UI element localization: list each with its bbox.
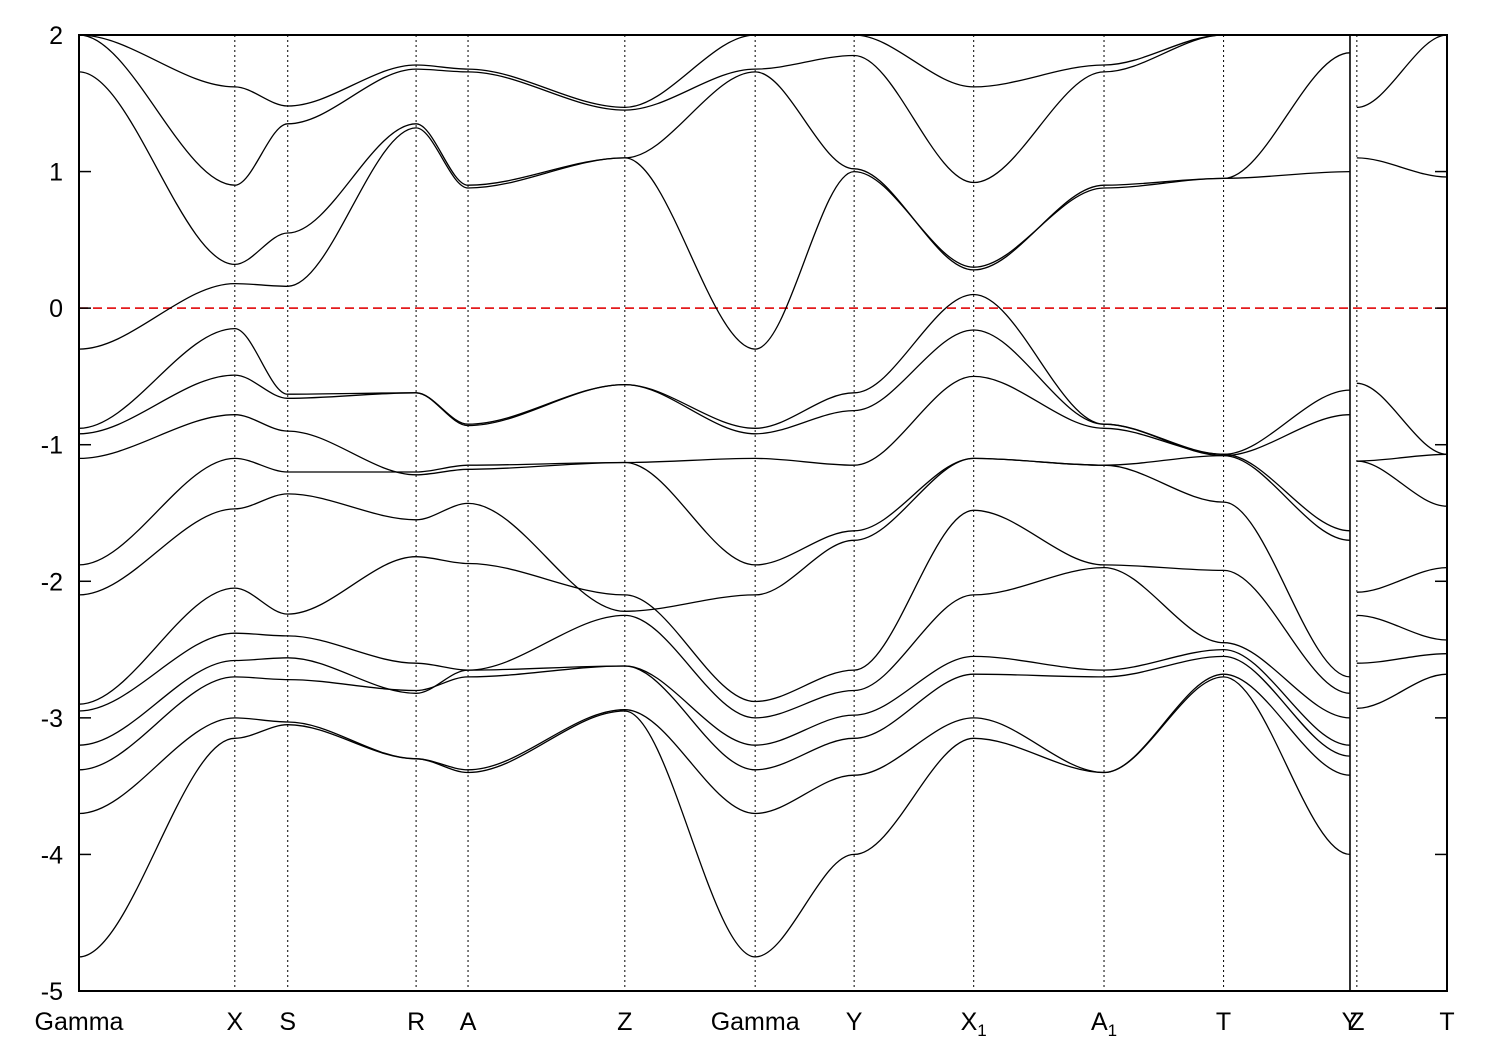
x-tick-label-5: Z bbox=[617, 1008, 632, 1036]
band-0-14 bbox=[79, 35, 1350, 109]
y-tick-label-6: 1 bbox=[49, 159, 63, 187]
band-1-5 bbox=[1356, 453, 1447, 462]
band-1-1 bbox=[1356, 653, 1447, 664]
y-tick-label-2: -3 bbox=[41, 705, 63, 733]
band-1-4 bbox=[1356, 460, 1447, 507]
x-tick-label-10: T bbox=[1216, 1008, 1231, 1036]
y-tick-label-1: -4 bbox=[41, 841, 63, 869]
band-0-13 bbox=[79, 35, 1350, 186]
x-tick-label-0: Gamma bbox=[35, 1008, 124, 1036]
x-axis-ticks: Gamma X S R A Z Gamma Y X1 A1 T YZ T bbox=[35, 1008, 1455, 1040]
band-0-3 bbox=[79, 648, 1351, 746]
x-tick-label-2: S bbox=[279, 1008, 296, 1036]
band-1-8 bbox=[1356, 35, 1447, 109]
band-lines bbox=[79, 35, 1447, 958]
band-1-0 bbox=[1356, 673, 1447, 709]
x-tick-label-3: R bbox=[407, 1008, 425, 1036]
y-tick-label-3: -2 bbox=[41, 568, 63, 596]
band-0-5 bbox=[79, 509, 1351, 705]
band-0-0 bbox=[79, 676, 1351, 958]
y-axis-ticks: -5 -4 -3 -2 -1 0 1 2 bbox=[41, 22, 1447, 1006]
x-tick-label-7: Y bbox=[846, 1008, 863, 1036]
x-tick-label-6: Gamma bbox=[711, 1008, 800, 1036]
band-0-1 bbox=[79, 673, 1351, 815]
band-0-7 bbox=[79, 454, 1351, 566]
band-0-6 bbox=[79, 457, 1351, 678]
x-tick-label-9: A1 bbox=[1091, 1008, 1117, 1040]
x-tick-label-1: X bbox=[226, 1008, 243, 1036]
band-0-9 bbox=[79, 329, 1351, 457]
band-0-10 bbox=[79, 293, 1351, 455]
band-0-8 bbox=[79, 375, 1351, 532]
band-0-11 bbox=[79, 127, 1351, 350]
band-0-4 bbox=[79, 566, 1351, 719]
y-tick-label-7: 2 bbox=[49, 22, 63, 50]
band-0-12 bbox=[79, 52, 1351, 271]
plot-frame bbox=[78, 34, 1448, 992]
y-tick-label-0: -5 bbox=[41, 978, 63, 1006]
y-tick-label-5: 0 bbox=[49, 295, 63, 323]
band-1-6 bbox=[1356, 382, 1447, 455]
band-1-7 bbox=[1356, 157, 1447, 178]
x-tick-label-13: T bbox=[1439, 1008, 1454, 1036]
band-1-3 bbox=[1356, 566, 1447, 593]
y-tick-label-4: -1 bbox=[41, 432, 63, 460]
band-0-2 bbox=[79, 655, 1351, 771]
band-1-2 bbox=[1356, 614, 1447, 641]
kpoint-gridlines bbox=[234, 35, 1358, 991]
x-tick-label-8: X1 bbox=[961, 1008, 987, 1040]
x-tick-label-11: Y bbox=[1342, 1008, 1359, 1036]
x-tick-label-4: A bbox=[460, 1008, 477, 1036]
x-tick-label-12: Z bbox=[1349, 1008, 1364, 1036]
plot-border bbox=[78, 34, 1448, 992]
